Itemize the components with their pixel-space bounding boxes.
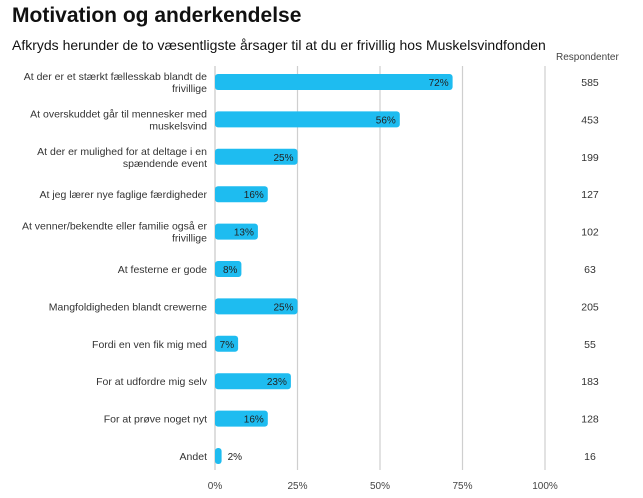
bar — [215, 298, 298, 315]
respondents-header: Respondenter — [556, 52, 619, 63]
category-label: At der er et stærkt fællesskab blandt de… — [24, 71, 207, 95]
bar — [215, 74, 453, 90]
data-label: 56% — [376, 115, 396, 126]
bar — [215, 335, 239, 352]
category-label: For at prøve noget nyt — [104, 414, 207, 426]
data-label: 25% — [273, 302, 293, 313]
bar — [215, 223, 258, 240]
bar — [215, 148, 298, 165]
bar — [215, 410, 268, 427]
respondent-count: 102 — [581, 227, 599, 239]
x-tick-label: 100% — [532, 481, 558, 492]
respondent-count: 183 — [581, 376, 599, 388]
chart-title: Motivation og anderkendelse — [12, 4, 302, 27]
respondent-count: 16 — [584, 451, 596, 463]
data-label: 72% — [429, 78, 449, 89]
respondent-count: 205 — [581, 301, 599, 313]
category-label: For at udfordre mig selv — [96, 376, 208, 388]
bar — [215, 111, 400, 128]
data-label: 16% — [244, 190, 264, 201]
respondent-count: 127 — [581, 189, 599, 201]
category-label: Mangfoldigheden blandt crewerne — [49, 301, 207, 313]
x-tick-label: 75% — [452, 481, 472, 492]
data-label: 23% — [267, 377, 287, 388]
bar — [215, 261, 242, 277]
respondent-count: 199 — [581, 152, 599, 164]
category-label: At festerne er gode — [118, 264, 207, 276]
category-label: At jeg lærer nye faglige færdigheder — [39, 189, 207, 201]
category-label: Andet — [180, 451, 208, 463]
x-tick-label: 25% — [287, 481, 307, 492]
respondent-count: 453 — [581, 114, 599, 126]
x-tick-label: 0% — [208, 481, 223, 492]
category-label: Fordi en ven fik mig med — [92, 339, 207, 351]
chart-subtitle: Afkryds herunder de to væsentligste årsa… — [12, 37, 546, 53]
respondent-count: 55 — [584, 339, 596, 351]
bar — [215, 186, 268, 203]
x-tick-label: 50% — [370, 481, 390, 492]
data-label: 8% — [223, 265, 238, 276]
category-label: At venner/bekendte eller familie også er… — [22, 221, 208, 245]
data-label: 2% — [228, 452, 243, 463]
data-label: 16% — [244, 415, 264, 426]
bar — [215, 448, 222, 464]
category-label: At der er mulighed for at deltage i en sp… — [37, 146, 207, 170]
respondent-count: 128 — [581, 414, 599, 426]
data-label: 7% — [220, 340, 235, 351]
respondent-count: 63 — [584, 264, 596, 276]
respondent-count: 585 — [581, 77, 599, 89]
data-label: 25% — [273, 153, 293, 164]
data-label: 13% — [234, 228, 254, 239]
bar — [215, 373, 291, 390]
category-label: At overskuddet går til mennesker med musk… — [30, 108, 207, 132]
